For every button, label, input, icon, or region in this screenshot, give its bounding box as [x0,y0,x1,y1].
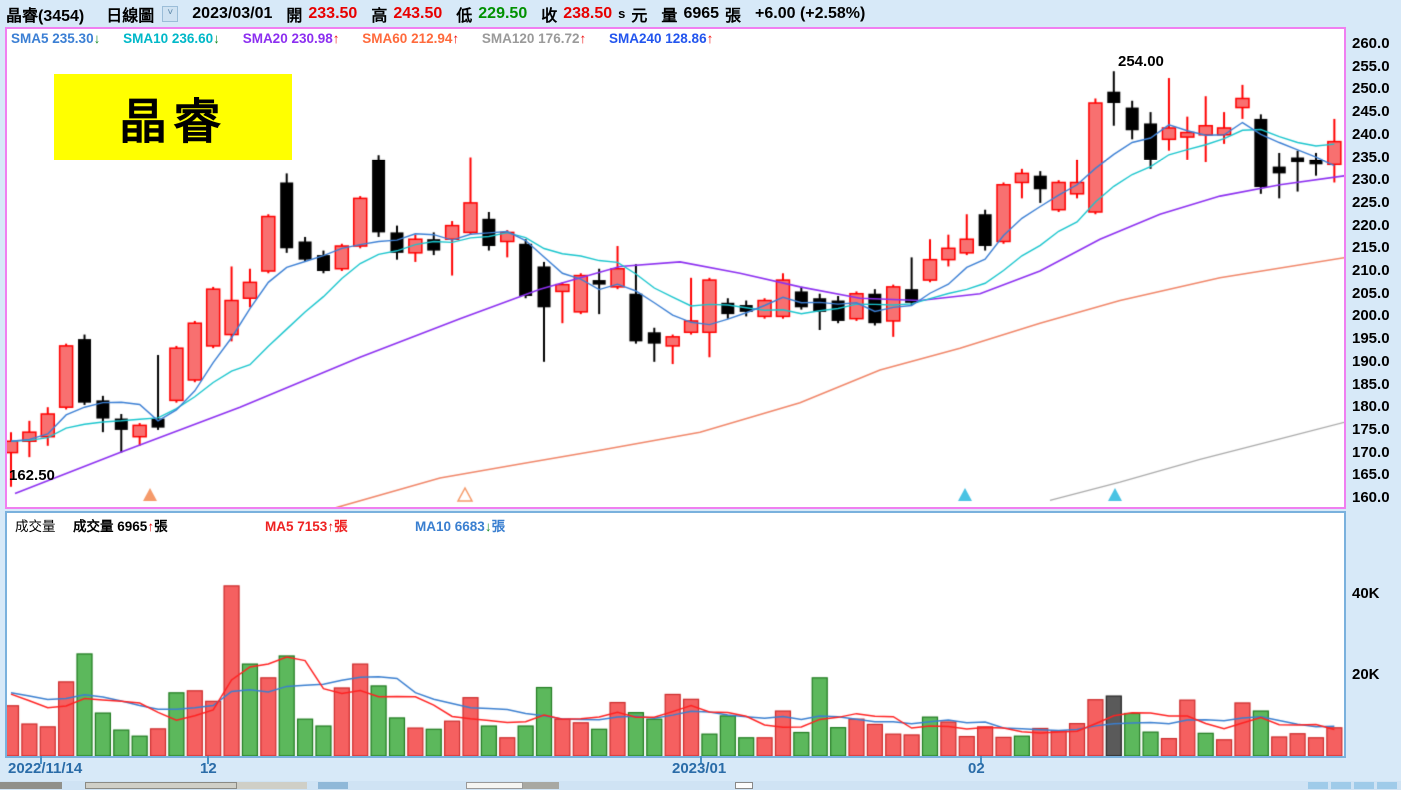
high-value: 243.50 [393,4,443,22]
scrollbar-button[interactable] [1308,782,1328,789]
price-axis-label: 220.0 [1352,216,1390,234]
price-axis-label: 175.0 [1352,420,1390,438]
open-label: 開 [286,7,303,25]
price-axis-label: 210.0 [1352,262,1390,279]
price-axis-strip: 260.0 255.0 250.0 245.0 240.0 235.0 230.0 225.0… [1346,27,1401,780]
volume-pane: 成交量 成交量 6965↑張 MA5 7153↑張 MA10 6683↓張 [5,511,1346,758]
price-axis-label: 205.0 [1352,284,1390,302]
sma20-legend: SMA20 230.98↑ [242,31,340,46]
up-arrow-icon: ↑ [147,519,155,534]
date-value: 2023/03/01 [192,4,273,22]
volume-ma10: MA10 6683↓張 [415,519,506,534]
price-axis-label: 225.0 [1352,193,1390,211]
date-tick [40,756,42,764]
date-axis-label: 2023/01 [672,760,727,777]
price-axis-label: 180.0 [1352,398,1390,416]
volume-value: 6965 [683,4,720,22]
down-arrow-icon: ↓ [93,31,101,46]
window-fragment [523,782,559,789]
open-value: 233.50 [308,4,358,22]
window-fragment [318,782,348,789]
up-arrow-icon: ↑ [452,31,460,46]
window-fragment [237,782,307,789]
window-fragment [0,782,62,789]
scrollbar-button[interactable] [1354,782,1374,789]
volume-current: 成交量 6965↑張 [73,519,168,534]
price-axis-label: 230.0 [1352,171,1390,189]
price-axis-label: 215.0 [1352,239,1390,257]
price-axis-label: 255.0 [1352,57,1390,75]
price-pane: SMA5 235.30↓ SMA10 236.60↓ SMA20 230.98↑… [5,27,1346,509]
high-label: 高 [371,7,388,25]
change-value: +6.00 (+2.58%) [755,4,866,22]
volume-pane-title: 成交量 [15,519,56,534]
price-axis-label: 200.0 [1352,307,1390,325]
chevron-down-icon[interactable]: ˅ [162,5,179,22]
date-axis-label: 02 [968,760,985,777]
close-label: 收 [541,7,558,25]
price-axis-label: 260.0 [1352,35,1390,52]
scrollbar-thumb[interactable] [735,782,753,789]
volume-axis-label: 20K [1352,666,1380,683]
header-bar: 晶睿(3454) 日線圖 ˅ 2023/03/01 開 233.50 高 243… [0,0,1401,27]
date-axis-label: 2022/11/14 [8,760,83,777]
up-arrow-icon: ↑ [579,31,587,46]
price-axis-label: 195.0 [1352,330,1390,348]
date-tick [700,756,702,764]
low-value: 229.50 [478,4,528,22]
volume-label: 量 [661,7,678,25]
scrollbar-button[interactable] [1331,782,1351,789]
price-axis-label: 170.0 [1352,443,1390,461]
volume-unit: 張 [725,7,742,25]
period-selector[interactable]: 日線圖 [106,7,155,25]
currency-unit: 元 [631,7,648,25]
window-fragment [466,782,523,789]
up-arrow-icon: ↑ [332,31,340,46]
sma-legend: SMA5 235.30↓ SMA10 236.60↓ SMA20 230.98↑… [11,31,732,46]
price-axis-label: 190.0 [1352,352,1390,370]
price-axis-label: 250.0 [1352,80,1390,98]
close-value: 238.50 [563,4,613,22]
date-tick [207,756,209,764]
price-axis-label: 235.0 [1352,148,1390,166]
volume-ma5: MA5 7153↑張 [265,519,348,534]
volume-chart-canvas[interactable] [7,535,1344,756]
up-arrow-icon: ↑ [327,519,335,534]
volume-axis-label: 40K [1352,585,1380,602]
price-axis-label: 240.0 [1352,125,1390,143]
price-axis-label: 245.0 [1352,103,1390,121]
horizontal-scrollbar[interactable] [0,781,1401,790]
trough-price-annotation: 162.50 [9,467,55,484]
price-axis-label: 185.0 [1352,375,1390,393]
date-tick [980,756,982,764]
date-axis-label: 12 [200,760,217,777]
date-axis: 2022/11/14 12 2023/01 02 [5,756,1346,781]
sma240-legend: SMA240 128.86↑ [608,31,714,46]
sma60-legend: SMA60 212.94↑ [362,31,460,46]
sma10-legend: SMA10 236.60↓ [123,31,220,46]
sma120-legend: SMA120 176.72↑ [481,31,587,46]
low-label: 低 [456,7,473,25]
volume-legend: 成交量 成交量 6965↑張 MA5 7153↑張 MA10 6683↓張 [7,515,1344,535]
stock-name-watermark: 晶睿 [54,74,292,160]
down-arrow-icon: ↓ [484,519,492,534]
price-axis-label: 165.0 [1352,466,1390,484]
up-arrow-icon: ↑ [706,31,714,46]
stock-title: 晶睿(3454) [6,7,85,25]
flag: s [618,6,626,21]
price-axis-label: 160.0 [1352,489,1390,506]
peak-price-annotation: 254.00 [1118,53,1164,70]
scrollbar-button[interactable] [1377,782,1397,789]
sma5-legend: SMA5 235.30↓ [11,31,101,46]
window-fragment [85,782,237,789]
down-arrow-icon: ↓ [213,31,220,46]
